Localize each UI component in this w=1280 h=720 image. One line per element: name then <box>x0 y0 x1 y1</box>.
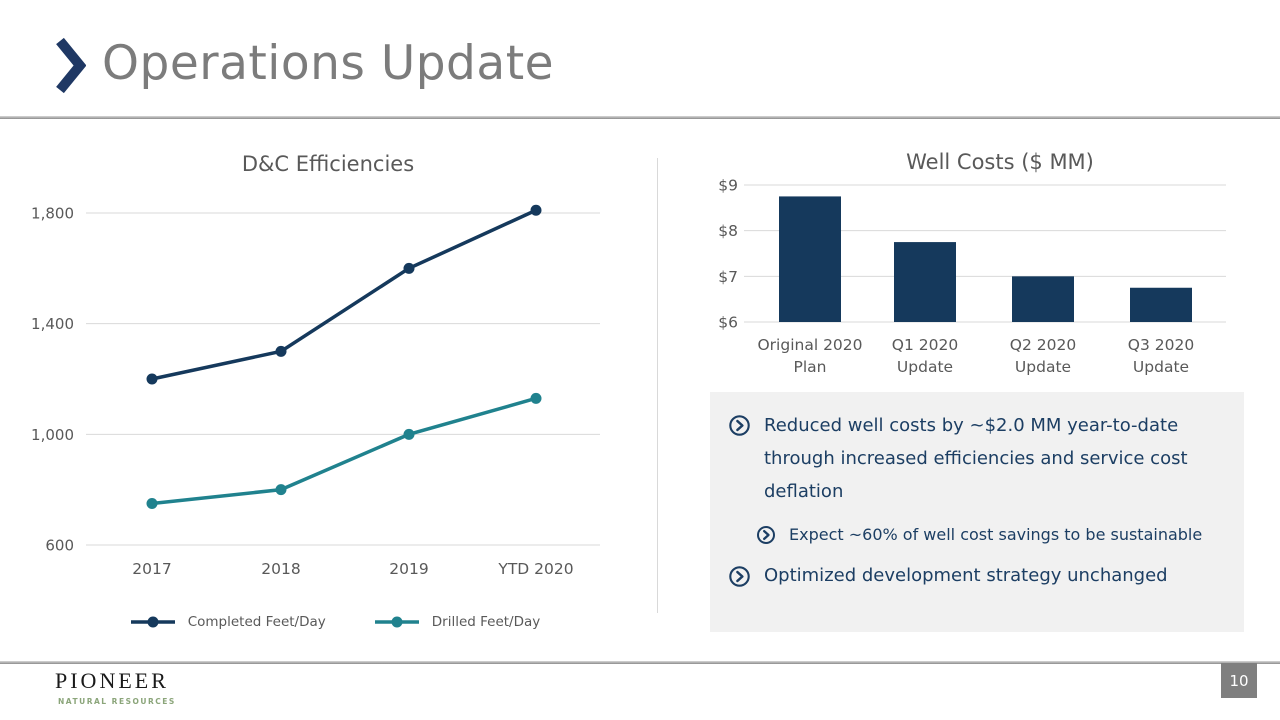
vertical-divider <box>657 158 658 613</box>
well-costs-bar-chart: $6 $7 $8 $9 Original 2020 Plan Q1 2020 Update Q2… <box>718 177 1226 376</box>
svg-text:$7: $7 <box>718 268 738 286</box>
svg-text:$6: $6 <box>718 314 738 332</box>
legend-label-completed: Completed Feet/Day <box>187 614 326 630</box>
svg-text:600: 600 <box>45 537 74 555</box>
bullet-row-sub: Expect ~60% of well cost savings to be s… <box>756 523 1244 547</box>
legend-marker-completed-icon <box>130 616 175 628</box>
chevron-circle-icon <box>729 566 750 587</box>
svg-text:Q2 2020: Q2 2020 <box>1010 336 1076 354</box>
bullet-text: Expect ~60% of well cost savings to be s… <box>789 525 1203 544</box>
bullet-row: Reduced well costs by ~$2.0 MM year-to-d… <box>728 409 1244 508</box>
logo-subtitle: NATURAL RESOURCES <box>58 697 176 706</box>
bullet-text: Reduced well costs by ~$2.0 MM year-to-d… <box>764 415 1188 502</box>
dc-efficiencies-line-chart: 600 1,000 1,400 1,800 2017 2018 2019 YTD 2020 <box>31 205 600 578</box>
chevron-circle-icon <box>756 525 776 545</box>
svg-text:$9: $9 <box>718 177 738 195</box>
pioneer-logo: PIONEER NATURAL RESOURCES <box>55 668 176 706</box>
svg-text:Original 2020: Original 2020 <box>757 336 862 354</box>
svg-text:2017: 2017 <box>132 560 171 578</box>
legend-item-drilled: Drilled Feet/Day <box>374 614 541 630</box>
svg-text:1,400: 1,400 <box>31 315 74 333</box>
chart-legend: Completed Feet/Day Drilled Feet/Day <box>90 608 580 636</box>
svg-text:Update: Update <box>1133 358 1189 376</box>
chart-title-well-costs: Well Costs ($ MM) <box>906 150 1094 174</box>
svg-text:Q3 2020: Q3 2020 <box>1128 336 1194 354</box>
footer-divider <box>0 661 1280 664</box>
svg-text:$8: $8 <box>718 222 738 240</box>
svg-text:Plan: Plan <box>794 358 827 376</box>
svg-text:1,000: 1,000 <box>31 426 74 444</box>
legend-item-completed: Completed Feet/Day <box>130 614 326 630</box>
header-divider <box>0 116 1280 119</box>
logo-wordmark: PIONEER <box>55 668 169 693</box>
svg-text:Q1 2020: Q1 2020 <box>892 336 958 354</box>
chart-title-dc-efficiencies: D&C Efficiencies <box>241 152 415 176</box>
chevron-circle-icon <box>729 415 750 436</box>
header-chevron-icon <box>56 37 86 94</box>
svg-text:Update: Update <box>1015 358 1071 376</box>
svg-text:Update: Update <box>897 358 953 376</box>
highlights-panel: Reduced well costs by ~$2.0 MM year-to-d… <box>710 392 1244 632</box>
svg-text:YTD 2020: YTD 2020 <box>497 560 573 578</box>
page-title: Operations Update <box>102 36 555 91</box>
legend-label-drilled: Drilled Feet/Day <box>431 614 541 630</box>
svg-text:1,800: 1,800 <box>31 205 74 223</box>
bullet-text: Optimized development strategy unchanged <box>764 565 1168 586</box>
bullet-row: Optimized development strategy unchanged <box>728 563 1244 589</box>
page-number-badge: 10 <box>1221 663 1257 698</box>
svg-text:2019: 2019 <box>389 560 428 578</box>
svg-text:2018: 2018 <box>261 560 300 578</box>
legend-marker-drilled-icon <box>374 616 419 628</box>
